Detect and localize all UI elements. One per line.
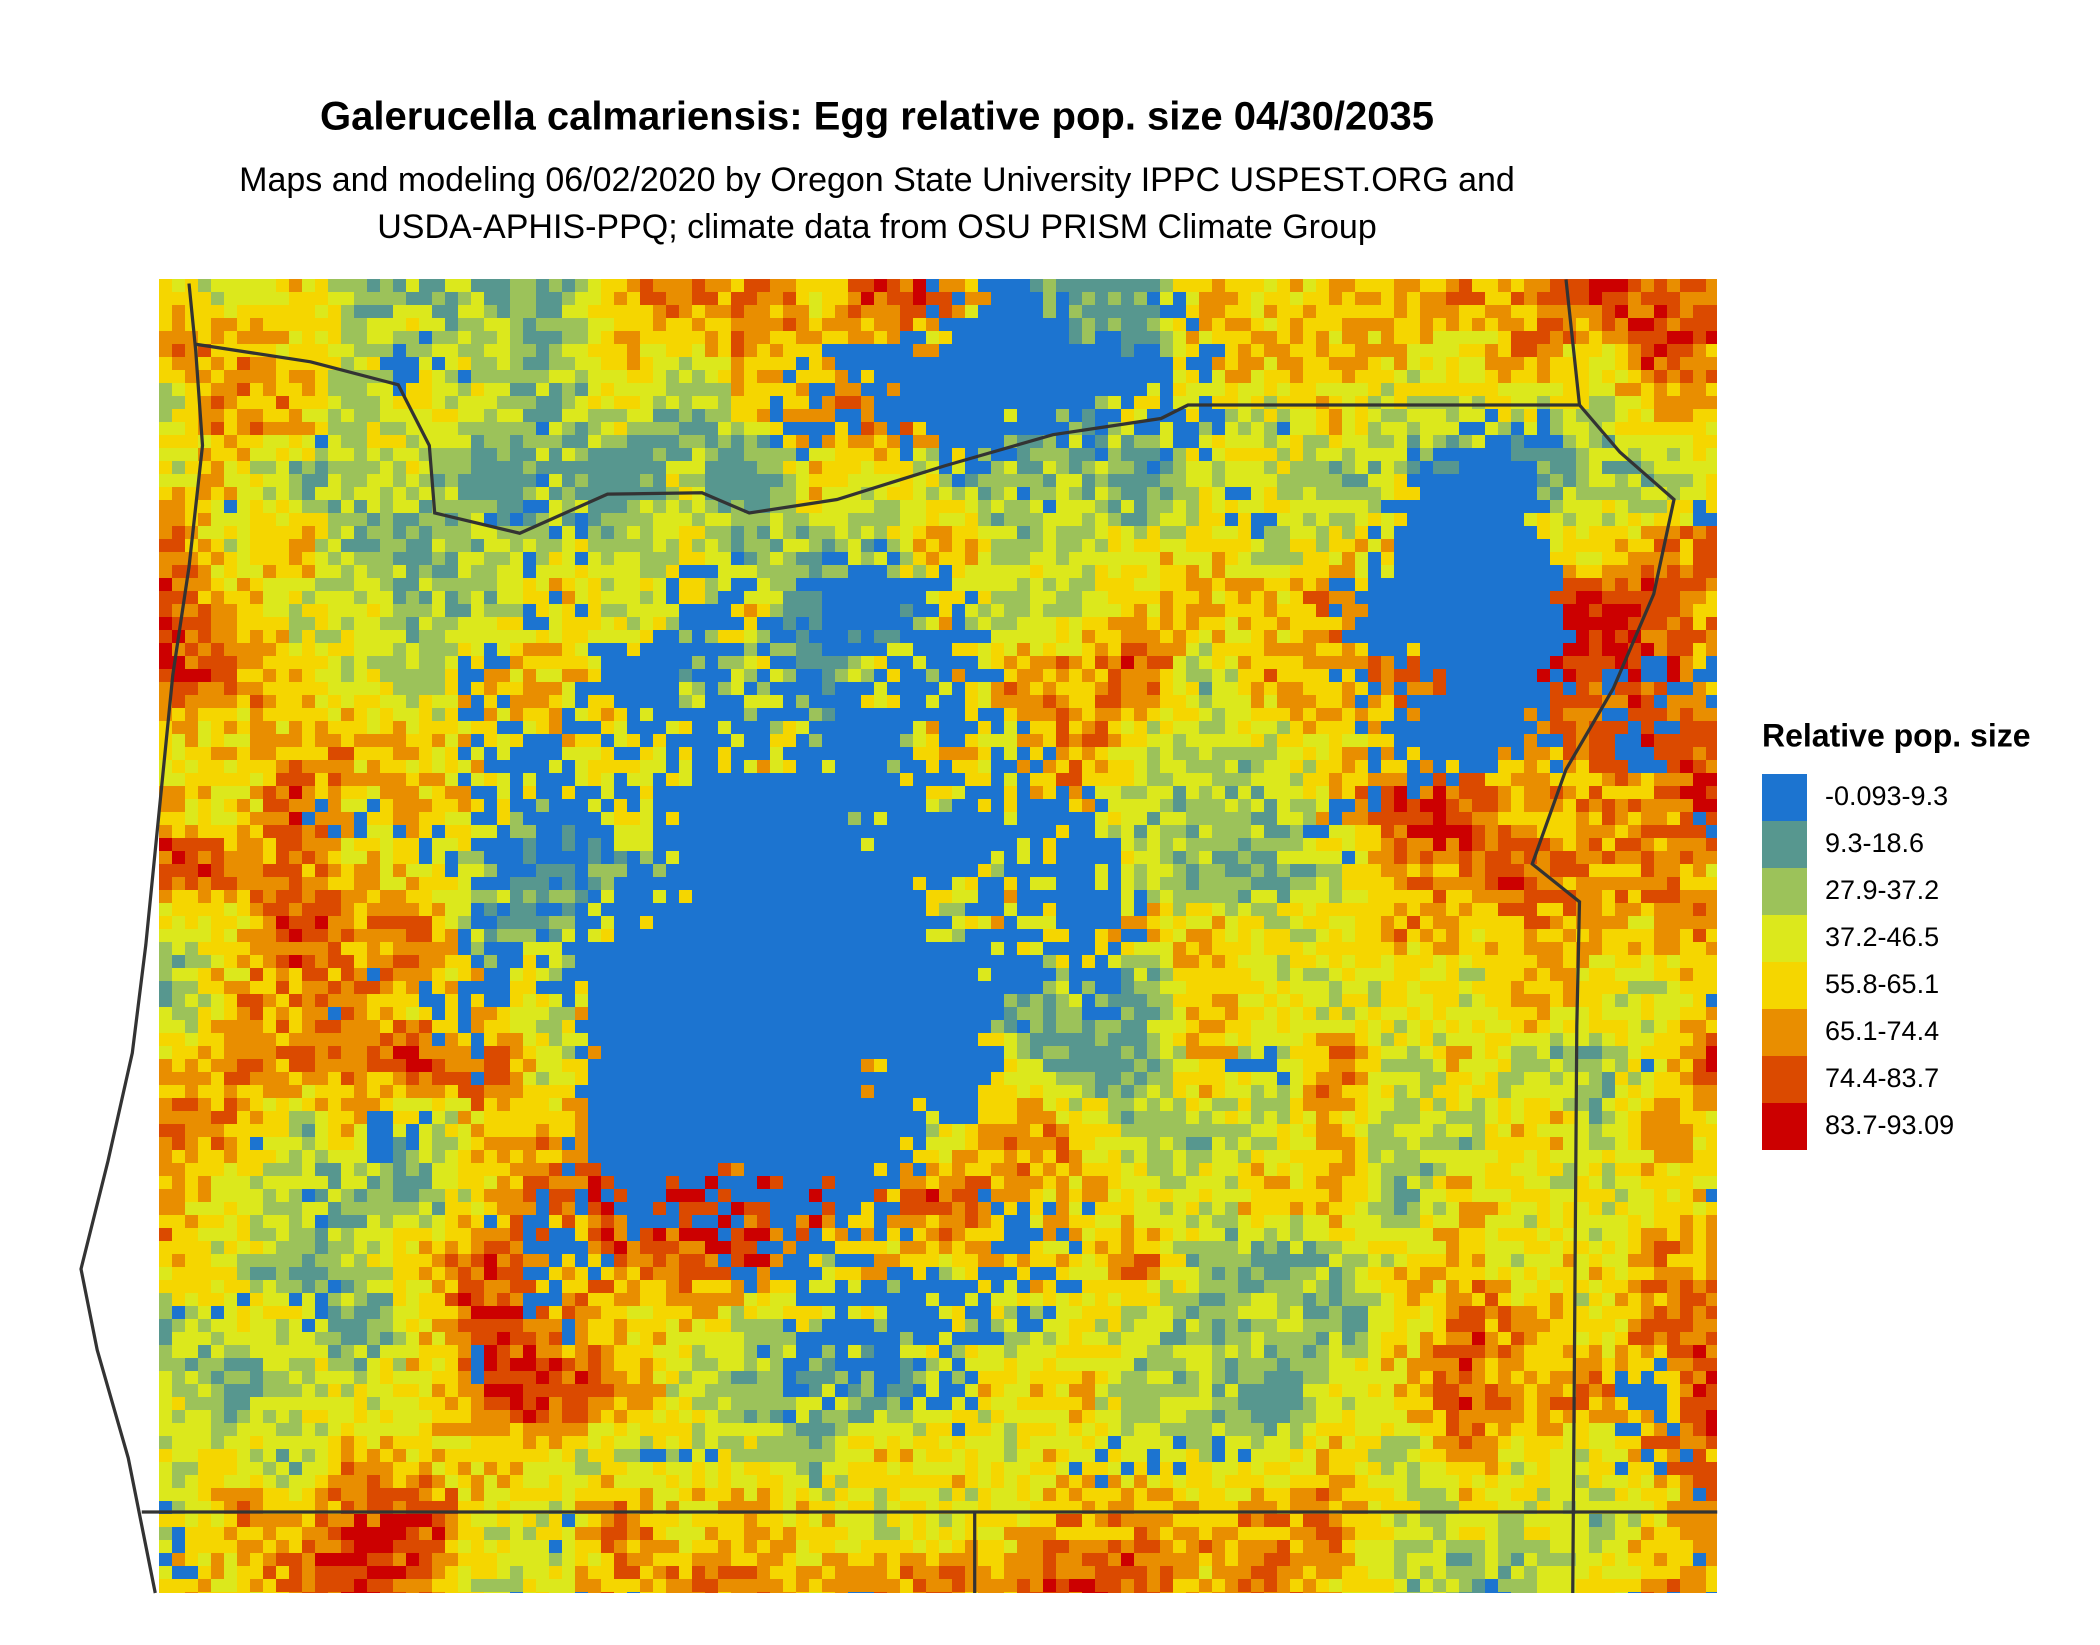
legend-swatch xyxy=(1762,774,1807,821)
raster-class xyxy=(159,279,1717,1593)
legend-swatch xyxy=(1762,1056,1807,1103)
legend-swatch xyxy=(1762,868,1807,915)
legend-label: 83.7-93.09 xyxy=(1825,1110,1954,1140)
legend-swatch xyxy=(1762,1103,1807,1150)
borders xyxy=(79,279,1718,1594)
legend-label: 37.2-46.5 xyxy=(1825,922,1939,952)
legend-label: 27.9-37.2 xyxy=(1825,875,1939,905)
legend-swatch xyxy=(1762,962,1807,1009)
legend-label: 65.1-74.4 xyxy=(1825,1016,1939,1046)
raster-class xyxy=(159,279,1693,1593)
raster-class xyxy=(159,279,1717,1593)
legend-label: 55.8-65.1 xyxy=(1825,969,1939,999)
raster-class xyxy=(159,279,1654,1593)
state-border xyxy=(79,283,205,1594)
state-border xyxy=(195,342,1676,1594)
subtitle-line: USDA-APHIS-PPQ; climate data from OSU PR… xyxy=(377,208,1376,246)
map-title: Galerucella calmariensis: Egg relative p… xyxy=(320,95,1434,139)
legend-swatch xyxy=(1762,821,1807,868)
legend-swatch xyxy=(1762,1009,1807,1056)
raster xyxy=(159,279,1717,1593)
legend: -0.093-9.3 9.3-18.6 27.9-37.2 37.2-46.5 55.8… xyxy=(1762,774,1954,1150)
raster-class xyxy=(159,279,1717,1593)
legend-label: 74.4-83.7 xyxy=(1825,1063,1939,1093)
raster-class xyxy=(159,279,1717,1593)
raster-class xyxy=(159,279,1717,1593)
state-border xyxy=(1564,279,1582,406)
legend-label: 9.3-18.6 xyxy=(1825,828,1924,858)
legend-title: Relative pop. size xyxy=(1762,717,2031,753)
legend-label: -0.093-9.3 xyxy=(1825,781,1948,811)
subtitle-line: Maps and modeling 06/02/2020 by Oregon S… xyxy=(239,161,1515,199)
legend-swatch xyxy=(1762,915,1807,962)
